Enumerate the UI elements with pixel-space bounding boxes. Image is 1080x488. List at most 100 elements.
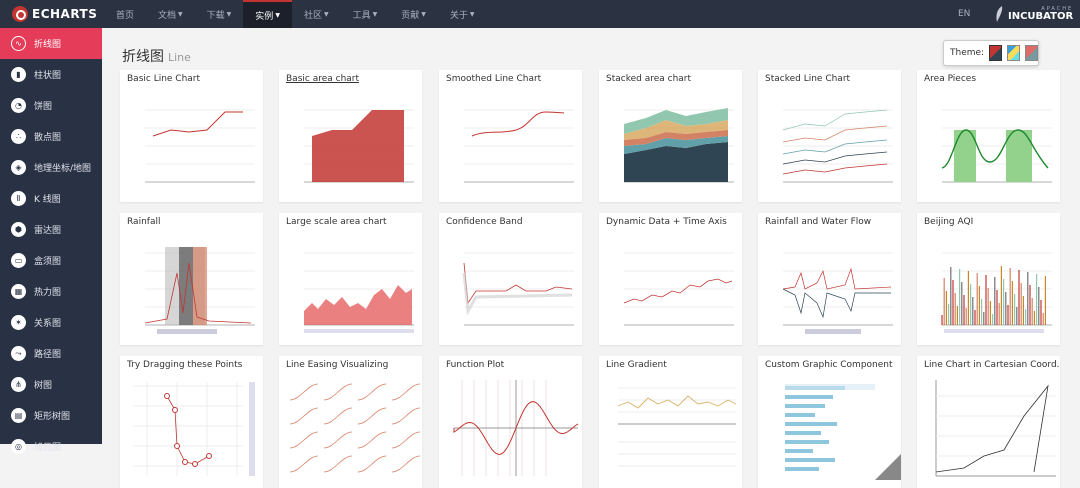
- example-card-smooth[interactable]: Smoothed Line Chart: [439, 70, 582, 202]
- theme-light-swatch[interactable]: [1007, 45, 1021, 61]
- example-card-title[interactable]: Function Plot: [446, 360, 505, 370]
- example-card-cartesian[interactable]: Line Chart in Cartesian Coord...: [917, 356, 1060, 488]
- example-thumbnail[interactable]: [127, 90, 263, 194]
- example-card-rainfall[interactable]: Rainfall: [120, 213, 263, 345]
- page-title: 折线图 Line: [122, 46, 191, 66]
- chevron-down-icon: ▼: [178, 10, 183, 18]
- nav-item-5[interactable]: 工具 ▼: [341, 0, 390, 28]
- example-thumbnail[interactable]: [924, 376, 1060, 480]
- sidebar-item-label: 关系图: [34, 319, 62, 329]
- example-card-title[interactable]: Line Easing Visualizing: [286, 360, 389, 370]
- example-card-band[interactable]: Confidence Band: [439, 213, 582, 345]
- lines-icon: ⤳: [11, 346, 26, 361]
- theme-label: Theme:: [950, 48, 985, 58]
- example-thumbnail[interactable]: [446, 233, 582, 337]
- example-card-title[interactable]: Basic Line Chart: [127, 74, 201, 84]
- sidebar-item-label: 矩形树图: [34, 412, 71, 422]
- sidebar-item-1[interactable]: ▮ 柱状图: [0, 59, 102, 90]
- example-thumbnail[interactable]: [286, 233, 422, 337]
- example-thumbnail[interactable]: [286, 90, 422, 194]
- example-card-title[interactable]: Line Gradient: [606, 360, 667, 370]
- example-card-stacked-line[interactable]: Stacked Line Chart: [758, 70, 901, 202]
- thumbnail-chart: [304, 109, 414, 183]
- sidebar-item-6[interactable]: ⬢ 雷达图: [0, 214, 102, 245]
- theme-dark-swatch[interactable]: [1025, 45, 1038, 61]
- example-thumbnail[interactable]: [446, 90, 582, 194]
- example-card-stacked-area[interactable]: Stacked area chart: [599, 70, 742, 202]
- example-card-title[interactable]: Beijing AQI: [924, 217, 974, 227]
- thumbnail-chart: [453, 380, 579, 476]
- nav-item-2[interactable]: 下载 ▼: [195, 0, 244, 28]
- example-card-title[interactable]: Try Dragging these Points: [127, 360, 243, 370]
- example-thumbnail[interactable]: [765, 233, 901, 337]
- example-card-title[interactable]: Basic area chart: [286, 74, 360, 84]
- example-thumbnail[interactable]: [606, 376, 742, 480]
- example-card-title[interactable]: Rainfall and Water Flow: [765, 217, 872, 227]
- example-card-easing[interactable]: Line Easing Visualizing: [279, 356, 422, 488]
- theme-picker: Theme:: [943, 40, 1039, 66]
- example-card-graphic[interactable]: Custom Graphic Component: [758, 356, 901, 488]
- nav-item-3[interactable]: 实例 ▼: [243, 0, 292, 28]
- sidebar-item-9[interactable]: ✶ 关系图: [0, 307, 102, 338]
- echarts-logo[interactable]: ECHARTS: [0, 0, 104, 28]
- example-thumbnail[interactable]: [127, 376, 263, 480]
- sidebar-item-8[interactable]: ▦ 热力图: [0, 276, 102, 307]
- example-card-title[interactable]: Custom Graphic Component: [765, 360, 893, 370]
- example-card-title[interactable]: Smoothed Line Chart: [446, 74, 542, 84]
- example-card-pieces[interactable]: Area Pieces: [917, 70, 1060, 202]
- apache-incubator-logo[interactable]: APACHE INCUBATOR: [994, 3, 1073, 25]
- example-card-gradient[interactable]: Line Gradient: [599, 356, 742, 488]
- nav-item-6[interactable]: 贡献 ▼: [389, 0, 438, 28]
- sidebar-item-2[interactable]: ◔ 饼图: [0, 90, 102, 121]
- sidebar-item-0[interactable]: ∿ 折线图: [0, 28, 102, 59]
- nav-item-0[interactable]: 首页: [104, 0, 146, 28]
- example-thumbnail[interactable]: [606, 90, 742, 194]
- sidebar-item-13[interactable]: ◎ 旭日图: [0, 431, 102, 462]
- theme-default-swatch[interactable]: [989, 45, 1003, 61]
- example-card-title[interactable]: Rainfall: [127, 217, 161, 227]
- example-thumbnail[interactable]: [765, 90, 901, 194]
- sidebar-item-10[interactable]: ⤳ 路径图: [0, 338, 102, 369]
- language-switch[interactable]: EN: [958, 9, 971, 19]
- example-card-dynamic[interactable]: Dynamic Data + Time Axis: [599, 213, 742, 345]
- example-thumbnail[interactable]: [446, 376, 582, 480]
- example-thumbnail[interactable]: [765, 376, 901, 480]
- example-card-title[interactable]: Stacked area chart: [606, 74, 692, 84]
- example-card-title[interactable]: Dynamic Data + Time Axis: [606, 217, 727, 227]
- nav-item-4[interactable]: 社区 ▼: [292, 0, 341, 28]
- example-thumbnail[interactable]: [924, 233, 1060, 337]
- example-thumbnail[interactable]: [606, 233, 742, 337]
- sidebar-item-label: 散点图: [34, 133, 62, 143]
- example-card-area[interactable]: Basic area chart: [279, 70, 422, 202]
- example-card-function[interactable]: Function Plot: [439, 356, 582, 488]
- example-card-waterflow[interactable]: Rainfall and Water Flow: [758, 213, 901, 345]
- sidebar-item-7[interactable]: ▭ 盒须图: [0, 245, 102, 276]
- nav-item-7[interactable]: 关于 ▼: [438, 0, 487, 28]
- sidebar-item-4[interactable]: ◈ 地理坐标/地图: [0, 152, 102, 183]
- sidebar-item-11[interactable]: ⋔ 树图: [0, 369, 102, 400]
- example-thumbnail[interactable]: [286, 376, 422, 480]
- example-card-title[interactable]: Stacked Line Chart: [765, 74, 851, 84]
- example-card-line[interactable]: Basic Line Chart: [120, 70, 263, 202]
- thumbnail-chart: [133, 382, 255, 476]
- example-card-title[interactable]: Area Pieces: [924, 74, 977, 84]
- feather-icon: [996, 6, 1003, 22]
- sidebar-item-5[interactable]: Ⅱ K 线图: [0, 183, 102, 214]
- nav-item-label: 首页: [116, 10, 135, 21]
- example-thumbnail[interactable]: [924, 90, 1060, 194]
- treemap-icon: ▤: [11, 408, 26, 423]
- example-card-title[interactable]: Large scale area chart: [286, 217, 387, 227]
- example-card-title[interactable]: Confidence Band: [446, 217, 523, 227]
- example-card-large-area[interactable]: Large scale area chart: [279, 213, 422, 345]
- nav-item-label: 关于: [449, 10, 468, 21]
- nav-item-1[interactable]: 文档 ▼: [146, 0, 195, 28]
- example-card-aqi[interactable]: Beijing AQI: [917, 213, 1060, 345]
- example-card-title[interactable]: Line Chart in Cartesian Coord...: [924, 360, 1060, 370]
- sidebar-item-3[interactable]: ∴ 散点图: [0, 121, 102, 152]
- scatter-icon: ∴: [11, 129, 26, 144]
- example-card-drag[interactable]: Try Dragging these Points: [120, 356, 263, 488]
- thumbnail-chart: [304, 252, 414, 333]
- sidebar-item-12[interactable]: ▤ 矩形树图: [0, 400, 102, 431]
- sidebar-item-label: 热力图: [34, 288, 62, 298]
- example-thumbnail[interactable]: [127, 233, 263, 337]
